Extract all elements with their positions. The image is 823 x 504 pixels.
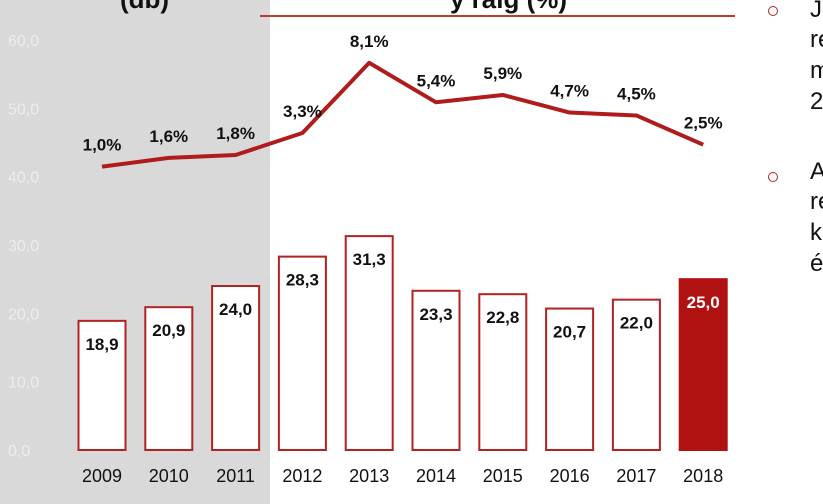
- line-label-2012: 3,3%: [283, 102, 322, 121]
- line-label-2010: 1,6%: [149, 127, 188, 146]
- x-tick-label: 2010: [149, 466, 189, 486]
- x-tick-label: 2018: [683, 466, 723, 486]
- line-label-2016: 4,7%: [550, 82, 589, 101]
- bar-label-2014: 23,3: [419, 305, 452, 324]
- bar-label-2016: 20,7: [553, 323, 586, 342]
- bar-2010: [144, 306, 194, 451]
- x-tick-label: 2014: [416, 466, 456, 486]
- line-label-2014: 5,4%: [417, 71, 456, 90]
- x-tick-label: 2009: [82, 466, 122, 486]
- bar-label-2009: 18,9: [85, 335, 118, 354]
- bar-series: [77, 235, 728, 452]
- x-tick-label: 2017: [616, 466, 656, 486]
- x-tick-label: 2013: [349, 466, 389, 486]
- bar-2012: [277, 255, 327, 451]
- bullet1-line-1: J: [810, 0, 822, 23]
- bullet-circle-icon: [768, 172, 778, 182]
- bar-data-labels: 18,9 20,9 24,0 28,3 31,3 23,3 22,8 20,7 22,0 25,0: [85, 250, 719, 354]
- title-right-fragment: y ráig (%): [450, 0, 567, 15]
- bar-label-2015: 22,8: [486, 308, 519, 327]
- bullet1-line-4: 2: [810, 88, 823, 115]
- bar-2017: [611, 298, 661, 451]
- y-tick-label: 60,0: [8, 33, 39, 50]
- growth-line: [101, 60, 705, 169]
- y-tick-label: 50,0: [8, 101, 39, 118]
- y-tick-label: 30,0: [8, 238, 39, 255]
- x-tick-label: 2012: [282, 466, 322, 486]
- bar-label-2017: 22,0: [620, 314, 653, 333]
- line-data-labels: 1,0% 1,6% 1,8% 3,3% 8,1% 5,4% 5,9% 4,7% 4,5% 2,5%: [83, 32, 723, 155]
- line-label-2015: 5,9%: [483, 64, 522, 83]
- bar-label-2011: 24,0: [219, 300, 252, 319]
- line-label-2013: 8,1%: [350, 32, 389, 51]
- bar-2009: [77, 319, 127, 451]
- line-label-2018: 2,5%: [684, 114, 723, 133]
- x-tick-label: 2015: [483, 466, 523, 486]
- bullet-circle-icon: [768, 6, 778, 16]
- slide-title-bar: (db) y ráig (%): [0, 0, 735, 16]
- bar-2018: [678, 278, 728, 451]
- bullet2-line-3: k: [810, 219, 822, 246]
- y-tick-label: 20,0: [8, 306, 39, 323]
- line-series: [101, 60, 705, 169]
- line-label-2017: 4,5%: [617, 84, 656, 103]
- bullet1-line-3: m: [810, 57, 823, 84]
- y-tick-label: 0,0: [8, 443, 30, 460]
- bullet1-line-2: re: [810, 26, 823, 53]
- title-underline: [260, 15, 735, 17]
- y-tick-label: 40,0: [8, 170, 39, 187]
- bar-label-2012: 28,3: [286, 271, 319, 290]
- bar-2014: [411, 289, 461, 451]
- bar-label-2010: 20,9: [152, 321, 185, 340]
- bullet2-line-1: A: [810, 158, 823, 185]
- bar-2016: [545, 307, 595, 451]
- bar-2011: [211, 285, 261, 451]
- line-label-2009: 1,0%: [83, 136, 122, 155]
- y-tick-label: 10,0: [8, 375, 39, 392]
- x-tick-label: 2016: [550, 466, 590, 486]
- x-tick-label: 2011: [216, 466, 255, 486]
- y-axis-ticks: 0,0 10,0 20,0 30,0 40,0 50,0 60,0: [8, 33, 39, 460]
- line-label-2011: 1,8%: [216, 124, 255, 143]
- title-left-fragment: (db): [120, 0, 169, 15]
- bar-label-2018: 25,0: [687, 293, 720, 312]
- bullet2-line-4: é: [810, 250, 823, 277]
- x-axis-labels: 2009 2010 2011 2012 2013 2014 2015 2016 2017 2018: [82, 466, 723, 486]
- bar-label-2013: 31,3: [353, 250, 386, 269]
- bar-2015: [478, 293, 528, 452]
- bar-2013: [344, 235, 394, 451]
- bullet2-line-2: re: [810, 188, 823, 215]
